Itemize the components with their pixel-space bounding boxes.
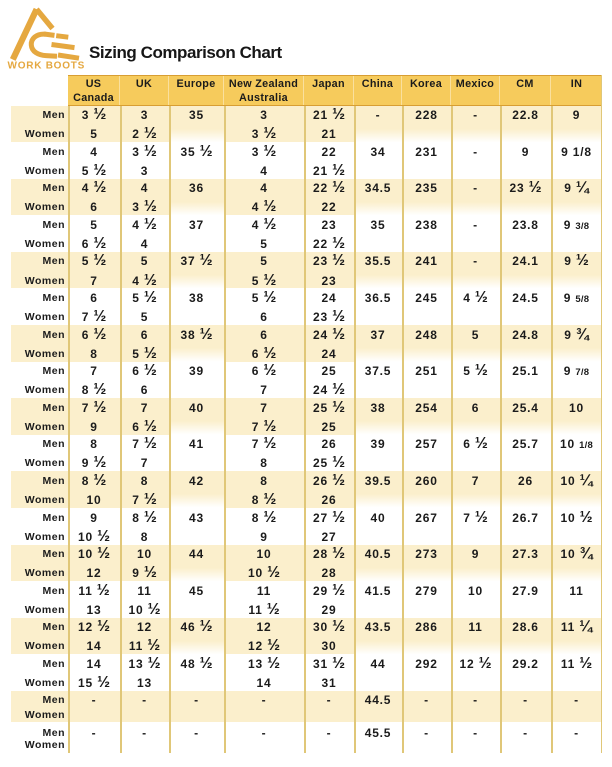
svg-text:WORK BOOTS: WORK BOOTS	[8, 61, 86, 72]
